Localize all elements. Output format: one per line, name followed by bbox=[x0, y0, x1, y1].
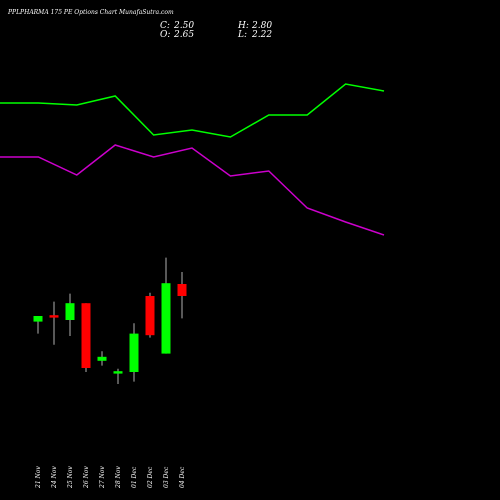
x-tick-label: 03 Dec bbox=[163, 466, 170, 488]
quote-value: 2.22 bbox=[251, 30, 272, 40]
quote-label: H: bbox=[237, 21, 249, 31]
x-tick-label: 04 Dec bbox=[179, 466, 186, 488]
candle-body bbox=[129, 333, 139, 372]
quote-value: 2.50 bbox=[173, 21, 194, 31]
x-tick-label: 01 Dec bbox=[131, 466, 138, 488]
candle-body bbox=[97, 356, 107, 361]
candle-body bbox=[65, 303, 75, 320]
x-tick-label: 27 Nov bbox=[99, 466, 106, 489]
quote-label: O: bbox=[160, 30, 170, 40]
candle-body bbox=[145, 296, 155, 336]
candle-body bbox=[161, 283, 171, 354]
x-tick-label: 26 Nov bbox=[83, 466, 90, 489]
quote-value: 2.80 bbox=[251, 21, 272, 31]
candle-body bbox=[81, 303, 91, 368]
candle-body bbox=[113, 371, 123, 374]
candle-body bbox=[33, 316, 43, 322]
indicator-line bbox=[0, 83, 385, 138]
x-tick-label: 25 Nov bbox=[67, 466, 74, 489]
chart-title: PPLPHARMA 175 PE Options Chart MunafaSut… bbox=[7, 9, 174, 16]
candle-body bbox=[177, 284, 187, 296]
x-tick-label: 28 Nov bbox=[115, 466, 122, 489]
quote-value: 2.65 bbox=[173, 30, 194, 40]
indicator-line bbox=[0, 144, 385, 236]
x-tick-label: 02 Dec bbox=[147, 466, 154, 488]
quote-label: L: bbox=[237, 30, 247, 40]
quote-label: C: bbox=[160, 21, 170, 31]
candle-body bbox=[49, 315, 59, 318]
x-tick-label: 21 Nov bbox=[35, 466, 42, 489]
x-tick-label: 24 Nov bbox=[51, 466, 58, 489]
